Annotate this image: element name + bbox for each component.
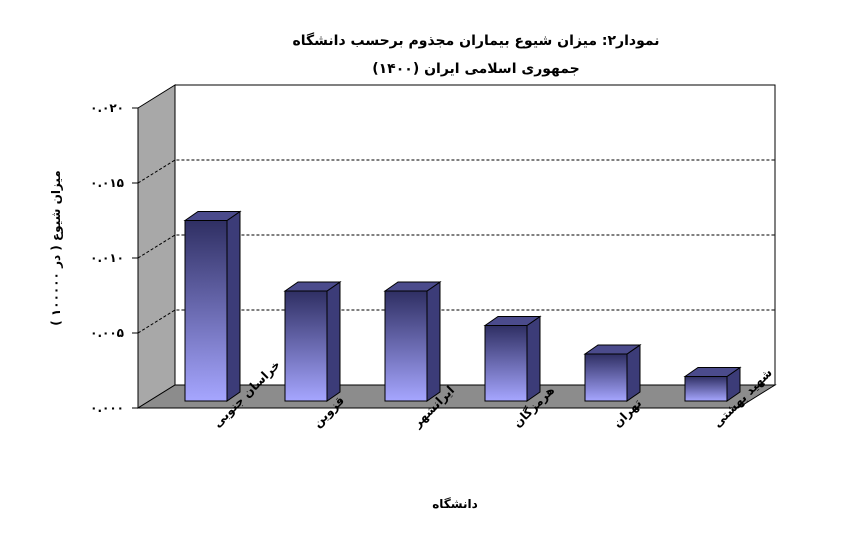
bar-top: [183, 211, 242, 221]
chart-subtitle: جمهوری اسلامی ایران (۱۴۰۰): [372, 61, 580, 77]
y-tick-label: ۰.۰۰۵: [90, 326, 124, 340]
bar-side: [426, 281, 441, 402]
bar-top: [683, 367, 742, 377]
bar-front: [684, 376, 728, 402]
chart-title: نمودار۲: میزان شیوع بیماران مجذوم برحسب …: [292, 32, 659, 49]
bar: [383, 281, 442, 402]
bar-top: [583, 344, 642, 355]
y-tick-label: ۰.۰۱۰: [90, 251, 124, 265]
y-axis: ۰.۰۰۰ ۰.۰۰۵ ۰.۰۱۰ ۰.۰۱۵ ۰.۰۲۰: [90, 101, 138, 415]
bar-front: [484, 325, 528, 402]
bar-front: [384, 290, 428, 402]
bar-side: [326, 281, 341, 402]
bar: [183, 210, 242, 402]
y-axis-title: میزان شیوع ( در ۱۰۰۰۰۰ ): [49, 170, 64, 325]
back-wall: [174, 84, 776, 386]
bar-front: [184, 220, 228, 402]
bar: [583, 344, 642, 402]
bar-side: [526, 315, 541, 402]
x-axis-title: دانشگاه: [432, 497, 478, 511]
bar-front: [584, 353, 628, 402]
bar-top: [483, 316, 542, 326]
bar: [283, 281, 342, 402]
bars: [183, 210, 742, 402]
bar: [683, 366, 742, 402]
bar-top: [283, 281, 342, 292]
y-tick-label: ۰.۰۲۰: [90, 101, 124, 115]
bar-top: [383, 281, 442, 292]
y-tick-label: ۰.۰۱۵: [90, 176, 124, 190]
bar-side: [626, 344, 641, 402]
bar-side: [226, 210, 241, 402]
y-tick-label: ۰.۰۰۰: [90, 401, 124, 415]
bar: [483, 315, 542, 402]
bar-front: [284, 290, 328, 402]
